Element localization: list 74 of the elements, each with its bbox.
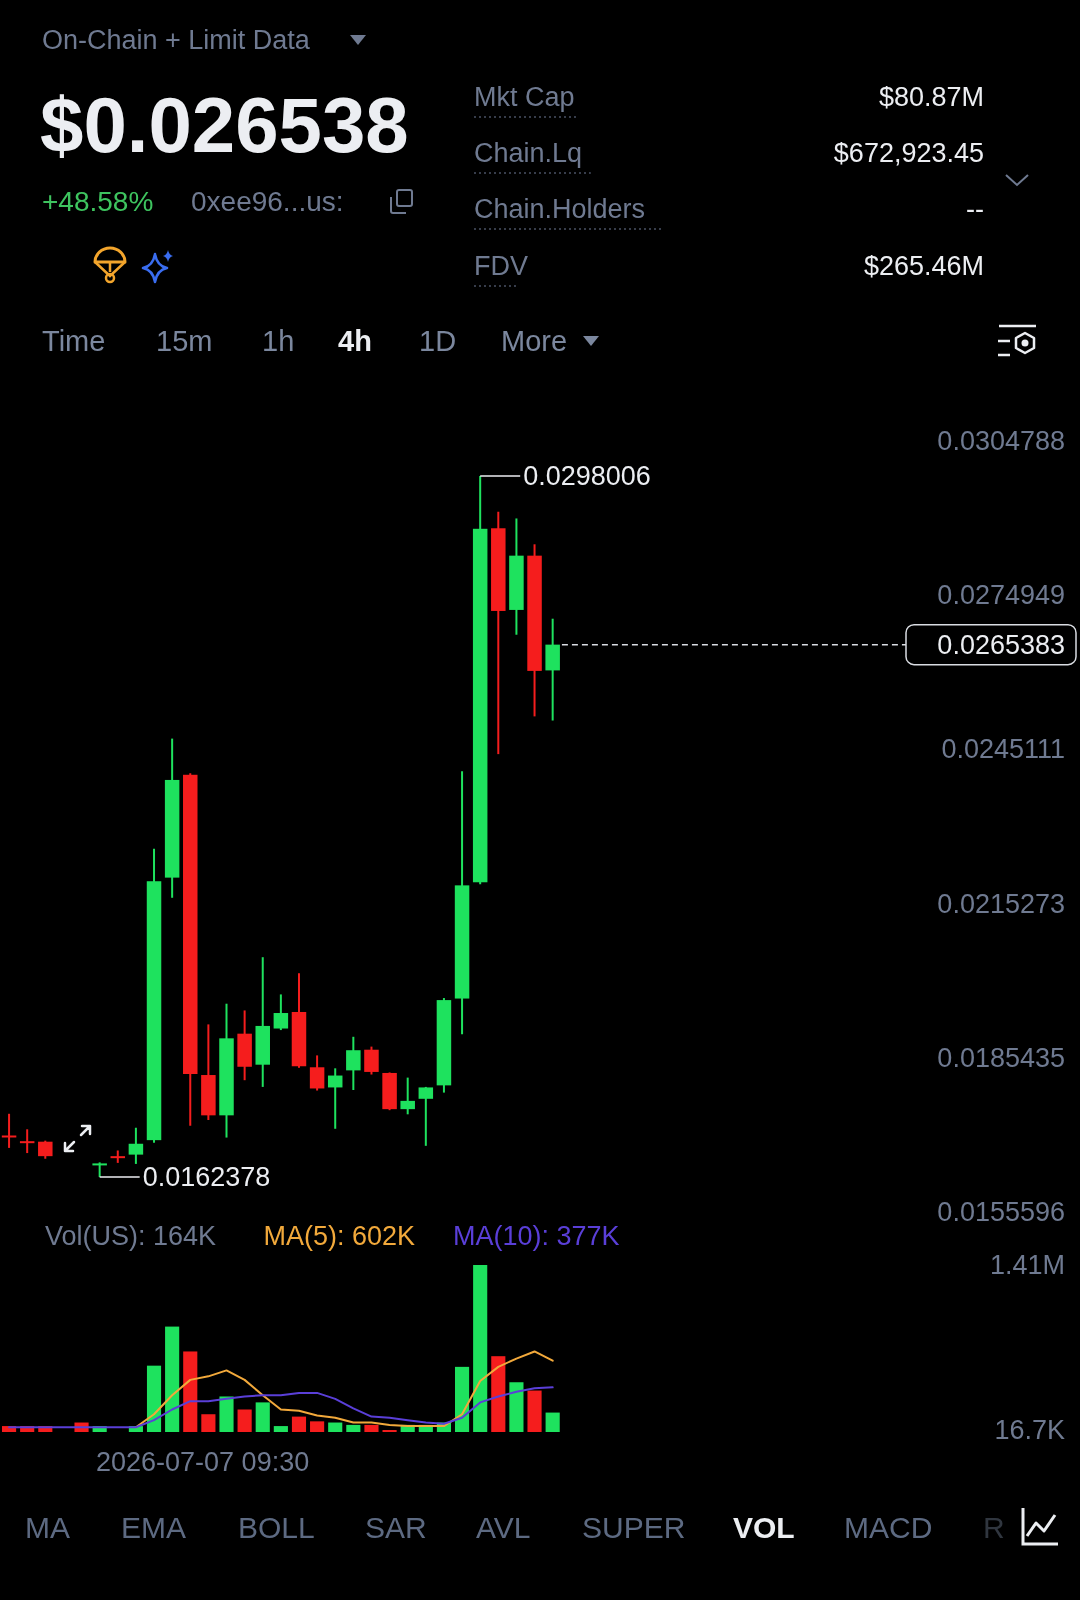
text: 1h <box>262 325 295 357</box>
text: VOL <box>733 1510 795 1544</box>
candlestick <box>38 1139 53 1160</box>
text: $265.46M <box>863 251 984 281</box>
bar <box>346 1424 361 1432</box>
bar <box>364 1424 379 1432</box>
bar <box>509 1382 524 1432</box>
candlestick <box>364 1045 379 1076</box>
bar <box>165 1326 180 1432</box>
candlestick <box>418 1085 434 1147</box>
text: R <box>983 1510 1005 1544</box>
text: -- <box>966 194 984 224</box>
bar <box>473 1265 488 1432</box>
text: Vol(US): 164K <box>45 1221 217 1251</box>
text: MA <box>25 1510 70 1544</box>
y-tick-label: 0.0304788 <box>937 426 1065 456</box>
text: Time <box>42 325 106 357</box>
text: EMA <box>121 1510 187 1544</box>
candlestick <box>309 1054 325 1092</box>
line-series <box>134 1350 554 1429</box>
text: BOLL <box>238 1510 315 1544</box>
bar <box>273 1426 288 1432</box>
candlestick <box>273 993 289 1032</box>
text: MA(10): 377K <box>453 1221 620 1251</box>
bar <box>527 1390 542 1432</box>
bar <box>183 1351 198 1432</box>
bar <box>454 1366 470 1432</box>
candlestick <box>1 1112 17 1149</box>
y-tick-label: 16.7K <box>994 1415 1065 1446</box>
text: MA(5): 602K <box>263 1221 416 1251</box>
bar <box>201 1414 216 1432</box>
y-tick-label: 0.0245111 <box>941 734 1065 765</box>
text: $672,923.45 <box>833 138 984 168</box>
candlestick <box>19 1128 35 1155</box>
y-tick-label: 0.0274949 <box>937 580 1065 611</box>
bar <box>310 1421 325 1432</box>
text: 1D <box>419 325 457 357</box>
bar <box>545 1412 560 1432</box>
text: AVL <box>476 1510 531 1544</box>
bar <box>146 1365 162 1432</box>
text: +48.58% <box>42 185 154 217</box>
y-tick-label: 0.0215273 <box>937 888 1065 919</box>
bar <box>219 1396 234 1432</box>
bar <box>237 1409 252 1432</box>
bar <box>328 1422 343 1432</box>
line-series <box>8 1386 554 1429</box>
text: MACD <box>844 1510 933 1544</box>
ref-line-label: 0.0265383 <box>937 629 1065 660</box>
y-tick-label: 0.0185435 <box>937 1042 1065 1073</box>
text: Mkt Cap <box>474 82 575 112</box>
candlestick <box>400 1076 415 1116</box>
text: On-Chain + Limit Data <box>42 25 311 55</box>
text: FDV <box>474 251 528 281</box>
text: 15m <box>156 325 213 357</box>
text: Chain.Lq <box>474 138 583 168</box>
annotation: 0.0162378 <box>142 1161 271 1192</box>
y-tick-label: 1.41M <box>989 1250 1065 1280</box>
text: $0.026538 <box>40 81 409 169</box>
bar <box>491 1356 506 1432</box>
annotation: 0.0298006 <box>523 461 651 492</box>
y-tick-label: 0.0155596 <box>937 1197 1065 1227</box>
text: 0xee96...us: <box>191 185 344 217</box>
candlestick <box>346 1035 361 1092</box>
text: 4h <box>338 325 372 357</box>
candlestick <box>327 1067 343 1130</box>
text: $80.87M <box>878 82 984 112</box>
bar <box>291 1416 307 1432</box>
text: 2026-07-07 09:30 <box>96 1447 310 1477</box>
candlestick <box>128 1126 144 1165</box>
text: SUPER <box>582 1510 686 1544</box>
text: More <box>501 325 568 357</box>
bar <box>255 1402 270 1432</box>
text: Chain.Holders <box>474 194 646 224</box>
text: SAR <box>365 1510 427 1544</box>
